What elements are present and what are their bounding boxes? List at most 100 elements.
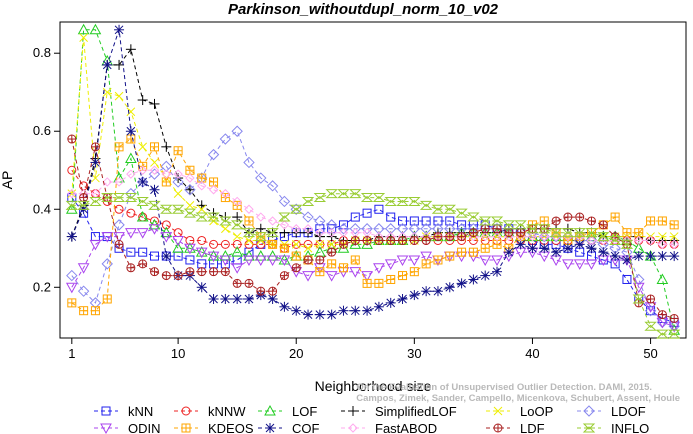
point-simplifiedlof-9 (161, 141, 172, 152)
point-ldf-34 (457, 232, 467, 242)
point-lof-6 (125, 152, 137, 164)
point-kdeos-34 (457, 247, 467, 257)
point-odin-9 (160, 232, 173, 243)
point-cof-15 (232, 293, 243, 304)
point-simplifiedlof-11 (184, 184, 195, 195)
y-tick-label-0.4: 0.4 (33, 201, 51, 216)
point-inflo-41 (538, 224, 551, 234)
point-knn-30 (409, 216, 419, 226)
x-tick-label-10: 10 (171, 346, 185, 361)
x-tick-label-1: 1 (68, 346, 75, 361)
series-line-inflo (71, 193, 675, 335)
axis-layer: 1 10 20 30 40 50 0.2 0.4 0.6 0.8 (33, 45, 658, 361)
point-kdeos-51 (657, 216, 667, 226)
point-knnw-5 (114, 204, 124, 214)
point-ldf-19 (279, 271, 289, 281)
point-ldf-30 (409, 235, 419, 245)
point-ldf-18 (268, 286, 278, 296)
x-tick-label-40: 40 (525, 346, 539, 361)
point-cof-28 (385, 297, 396, 308)
credit-line-1: Campos, Zimek, Sander, Campello, Micenko… (356, 393, 680, 404)
point-kdeos-32 (433, 255, 443, 265)
point-inflo-47 (608, 235, 622, 245)
point-ldf-21 (303, 255, 313, 265)
point-fastabod-35 (468, 231, 479, 242)
point-kdeos-31 (421, 259, 431, 269)
x-tick-label-50: 50 (643, 346, 657, 361)
point-cof-22 (314, 309, 325, 320)
point-odin-4 (101, 232, 114, 243)
y-tick-label-0.2: 0.2 (33, 279, 51, 294)
point-cof-7 (137, 176, 148, 187)
point-ldof-15 (231, 125, 243, 137)
point-cof-41 (539, 243, 550, 254)
point-ldof-25 (349, 223, 361, 235)
point-loop-2 (79, 33, 88, 42)
point-ldof-21 (302, 211, 314, 223)
point-knn-29 (398, 216, 408, 226)
point-cof-30 (409, 290, 420, 301)
point-ldf-15 (232, 278, 242, 288)
point-inflo-17 (254, 232, 267, 242)
point-ldf-17 (256, 286, 266, 296)
credit-line-2: On the Evaluation of Unsupervised Outlie… (356, 382, 652, 393)
legend-label-loop: LoOP (520, 404, 553, 419)
point-lof-1 (65, 203, 78, 214)
point-knnw-15 (232, 239, 242, 249)
legend-marker-simplifiedlof (348, 406, 358, 416)
point-simplifiedlof-7 (137, 95, 148, 106)
point-odin-37 (491, 255, 503, 267)
point-kdeos-29 (398, 271, 408, 281)
legend-item-ldf: LDF (486, 421, 545, 434)
point-loop-3 (91, 173, 100, 183)
legend-label-lof: LOF (292, 404, 317, 419)
point-ldf-11 (185, 267, 195, 277)
point-inflo-43 (561, 228, 575, 238)
point-cof-36 (480, 270, 491, 281)
point-cof-12 (196, 282, 207, 293)
point-cof-45 (586, 243, 597, 254)
point-ldf-10 (173, 271, 183, 281)
point-knn-7 (138, 247, 148, 257)
point-kdeos-24 (338, 263, 348, 273)
point-cof-6 (125, 126, 136, 137)
point-ldf-26 (362, 235, 372, 245)
point-cof-31 (421, 286, 432, 297)
point-fastabod-50 (645, 235, 656, 246)
point-knnw-6 (126, 208, 136, 218)
point-lof-10 (172, 242, 184, 253)
point-kdeos-19 (279, 243, 289, 253)
point-ldf-6 (126, 263, 136, 273)
point-inflo-40 (526, 224, 539, 234)
point-odin-13 (207, 251, 220, 263)
series-line-odin (71, 228, 675, 327)
point-cof-19 (279, 301, 290, 312)
point-kdeos-5 (114, 142, 124, 152)
point-lof-2 (77, 23, 90, 35)
point-cof-40 (527, 243, 538, 254)
point-lof-15 (231, 246, 244, 257)
point-cof-27 (373, 301, 384, 312)
point-ldof-5 (113, 219, 125, 231)
point-ldf-42 (551, 216, 561, 226)
point-odin-5 (113, 232, 125, 243)
point-kdeos-35 (468, 247, 478, 257)
legend-item-lof: LOF (258, 404, 317, 419)
point-inflo-48 (620, 239, 634, 249)
point-kdeos-20 (291, 251, 301, 261)
point-ldf-38 (504, 228, 514, 238)
legend-marker-ldf (493, 423, 503, 433)
point-cof-51 (657, 251, 668, 262)
point-inflo-2 (77, 200, 90, 210)
point-loop-20 (291, 240, 301, 249)
legend: kNN kNNW LOF SimplifiedLOF LoOP LDOF ODIN KDEOS… (94, 404, 649, 434)
point-odin-18 (266, 255, 279, 267)
legend-marker-loop (493, 406, 503, 416)
point-cof-21 (303, 309, 314, 320)
point-ldf-51 (657, 310, 667, 320)
series-layer (65, 23, 681, 339)
point-ldof-49 (633, 273, 645, 286)
legend-marker-cof (265, 423, 275, 433)
point-fastabod-20 (291, 224, 301, 234)
point-kdeos-10 (173, 146, 183, 156)
